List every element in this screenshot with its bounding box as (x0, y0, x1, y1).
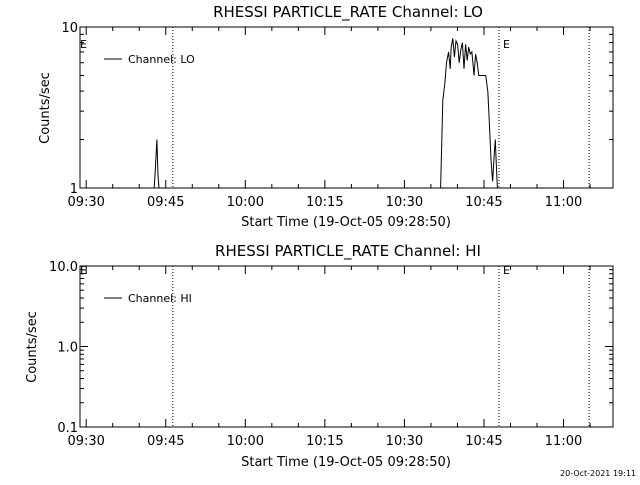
chart-title: RHESSI PARTICLE_RATE Channel: HI (215, 242, 481, 261)
y-tick-label: 0.1 (57, 421, 78, 436)
x-tick-label: 09:30 (67, 434, 104, 449)
inner-marker-label: E (503, 38, 510, 51)
x-axis-label: Start Time (19-Oct-05 09:28:50) (241, 455, 451, 470)
legend-label: Channel: LO (128, 53, 195, 66)
plot-frame (79, 265, 614, 428)
x-tick-label: 10:45 (465, 434, 502, 449)
chart-title: RHESSI PARTICLE_RATE Channel: LO (213, 3, 483, 22)
hi-channel-panel: RHESSI PARTICLE_RATE Channel: HI Counts/… (25, 242, 614, 470)
x-tick-label: 10:00 (227, 434, 264, 449)
edge-marker-label: E (80, 264, 87, 277)
x-tick-label: 10:30 (386, 195, 423, 210)
x-tick-label: 09:30 (67, 195, 104, 210)
plot-frame (79, 26, 614, 189)
x-tick-label: 11:00 (545, 195, 582, 210)
x-tick-label: 10:00 (227, 195, 264, 210)
x-tick-label: 10:15 (306, 434, 343, 449)
lo-channel-panel: RHESSI PARTICLE_RATE Channel: LO Counts/… (38, 3, 614, 230)
footer-timestamp: 20-Oct-2021 19:11 (560, 469, 636, 478)
x-axis-label: Start Time (19-Oct-05 09:28:50) (241, 215, 451, 230)
inner-marker-label: E (503, 264, 510, 277)
y-tick-label: 1 (70, 182, 78, 197)
edge-marker-label: E (80, 38, 87, 51)
legend: Channel: LO (104, 53, 195, 66)
x-tick-label: 09:45 (147, 195, 184, 210)
legend-label: Channel: HI (128, 292, 192, 305)
y-tick-label: 10 (61, 21, 78, 36)
y-tick-label: 10.0 (49, 260, 78, 275)
y-axis-label: Counts/sec (25, 311, 40, 383)
x-tick-label: 11:00 (545, 434, 582, 449)
x-tick-label: 09:45 (147, 434, 184, 449)
x-tick-label: 10:15 (306, 195, 343, 210)
legend: Channel: HI (104, 292, 192, 305)
series-line (81, 38, 613, 189)
y-axis-label: Counts/sec (38, 72, 53, 144)
y-tick-label: 1.0 (57, 341, 78, 356)
x-tick-label: 10:30 (386, 434, 423, 449)
x-tick-label: 10:45 (465, 195, 502, 210)
